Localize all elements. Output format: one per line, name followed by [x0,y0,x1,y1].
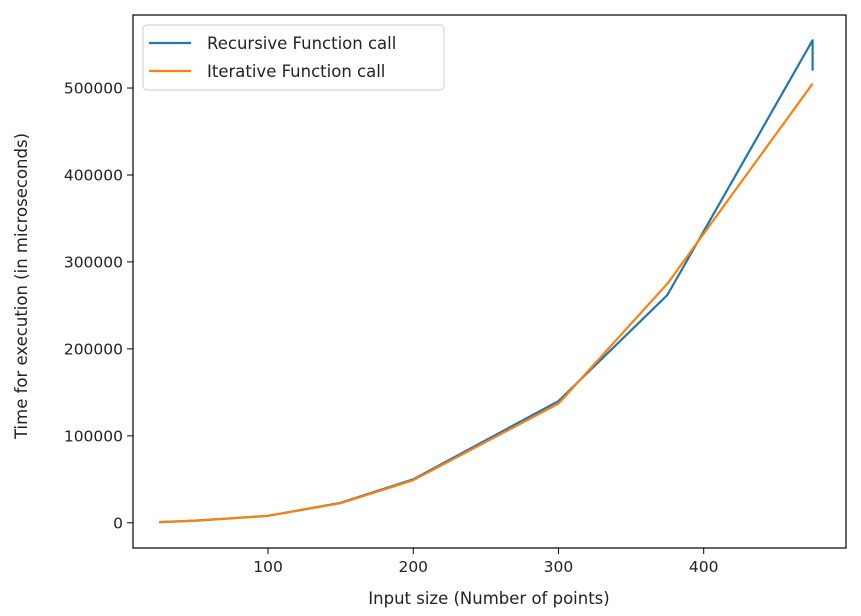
x-tick-label: 400 [689,558,719,576]
x-tick-label: 200 [398,558,428,576]
x-axis-label: Input size (Number of points) [368,589,609,608]
legend: Recursive Function call Iterative Functi… [142,24,445,91]
x-tick-label: 300 [544,558,574,576]
plot-frame [132,14,847,549]
legend-label-recursive: Recursive Function call [207,34,396,53]
y-tick-label: 400000 [64,166,123,184]
plot-area [133,15,846,548]
series-line-1 [159,83,814,524]
x-ticks: 100 200 300 400 [253,548,718,576]
x-tick-label: 100 [253,558,283,576]
y-tick-label: 500000 [64,80,123,98]
y-tick-label: 200000 [64,340,123,358]
y-tick-label: 300000 [64,253,123,271]
legend-label-iterative: Iterative Function call [207,62,385,81]
y-axis-label: Time for execution (in microseconds) [12,133,31,440]
y-tick-label: 0 [113,514,123,532]
series-layer [159,39,814,524]
y-tick-label: 100000 [64,427,123,445]
legend-box [142,24,445,91]
y-ticks: 0 100000 200000 300000 400000 500000 [64,80,133,532]
